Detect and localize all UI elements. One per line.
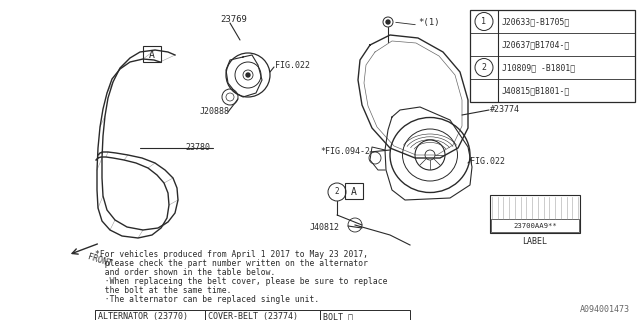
Circle shape xyxy=(246,73,250,77)
Text: and order shown in the table below.: and order shown in the table below. xyxy=(95,268,275,277)
Text: FIG.022: FIG.022 xyxy=(275,60,310,69)
Text: 2: 2 xyxy=(481,63,486,72)
Text: J20637（B1704-）: J20637（B1704-） xyxy=(502,40,570,49)
Text: 1: 1 xyxy=(481,17,486,26)
Circle shape xyxy=(386,20,390,24)
Text: ·When replaceing the belt cover, please be sure to replace: ·When replaceing the belt cover, please … xyxy=(95,277,387,286)
Text: J20888: J20888 xyxy=(200,108,230,116)
Text: J20633（-B1705）: J20633（-B1705） xyxy=(502,17,570,26)
Bar xyxy=(470,10,635,102)
Text: J10809（ -B1801）: J10809（ -B1801） xyxy=(502,63,575,72)
Text: 23780: 23780 xyxy=(185,143,210,153)
Text: *For vehicles produced from April 1 2017 to May 23 2017,: *For vehicles produced from April 1 2017… xyxy=(95,250,368,259)
Text: the bolt at the same time.: the bolt at the same time. xyxy=(95,286,232,295)
Bar xyxy=(491,219,579,232)
Text: 23700AA9**: 23700AA9** xyxy=(513,223,557,229)
Text: FRONT: FRONT xyxy=(87,252,113,268)
Bar xyxy=(143,46,161,62)
Text: FIG.022: FIG.022 xyxy=(470,157,505,166)
Text: *FIG.094-2: *FIG.094-2 xyxy=(320,148,370,156)
Bar xyxy=(345,183,363,199)
Text: ALTERNATOR (23770): ALTERNATOR (23770) xyxy=(98,313,188,320)
Bar xyxy=(95,310,205,320)
Text: 2: 2 xyxy=(335,188,339,196)
Text: COVER-BELT (23774): COVER-BELT (23774) xyxy=(208,313,298,320)
Bar xyxy=(205,310,320,320)
Text: BOLT ①: BOLT ① xyxy=(323,313,353,320)
Text: please check the part number written on the alternator: please check the part number written on … xyxy=(95,259,368,268)
Text: #23774: #23774 xyxy=(490,106,520,115)
Text: A: A xyxy=(149,50,155,60)
Text: 23769: 23769 xyxy=(220,15,247,25)
Bar xyxy=(490,195,580,233)
Text: LABEL: LABEL xyxy=(522,236,547,245)
Bar xyxy=(320,310,410,320)
Text: *(1): *(1) xyxy=(418,18,440,27)
Text: A: A xyxy=(351,187,357,197)
Text: J40815（B1801-）: J40815（B1801-） xyxy=(502,86,570,95)
Text: ·The alternator can be replaced single unit.: ·The alternator can be replaced single u… xyxy=(95,295,319,304)
Text: J40812: J40812 xyxy=(310,223,340,233)
Text: A094001473: A094001473 xyxy=(580,305,630,314)
